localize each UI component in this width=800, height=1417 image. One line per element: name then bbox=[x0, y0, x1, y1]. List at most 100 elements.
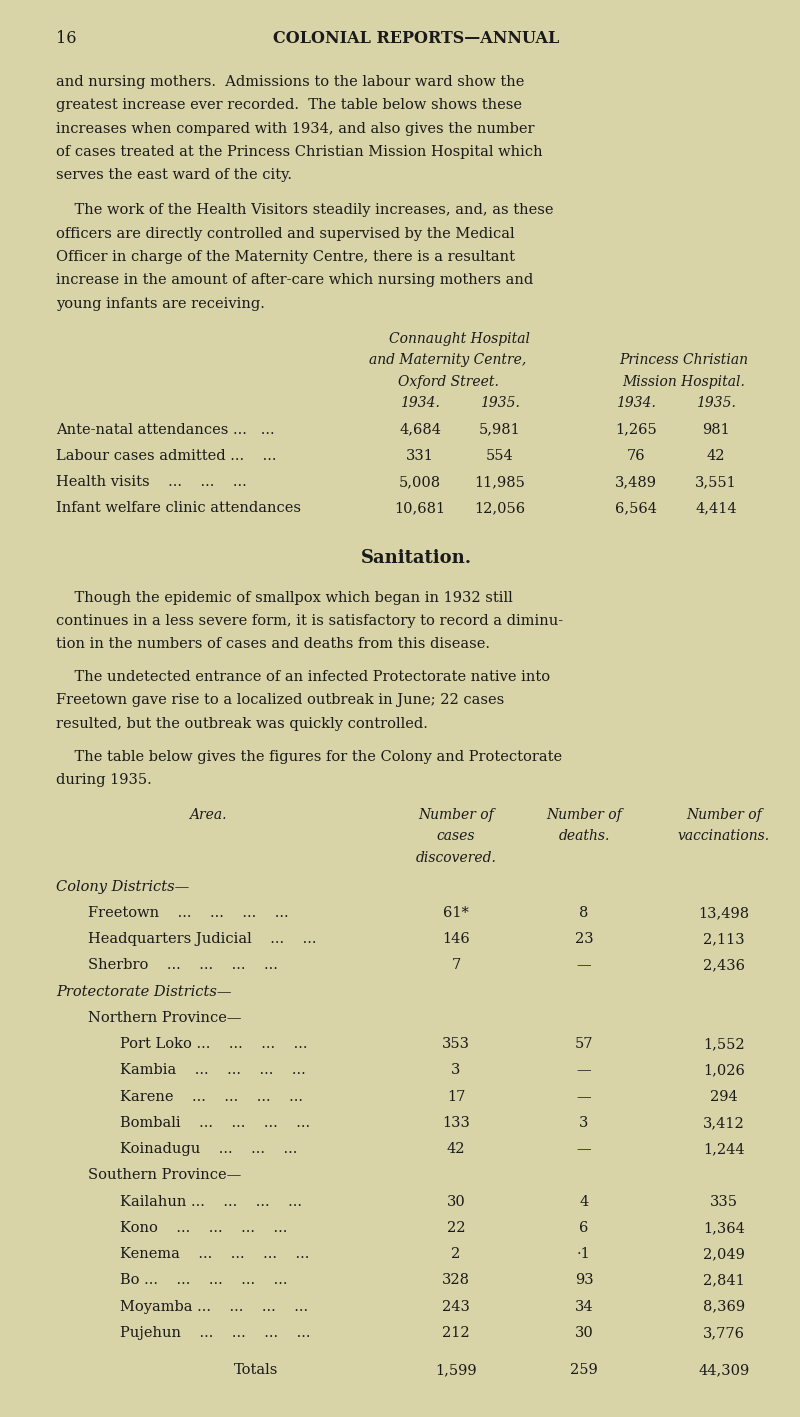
Text: 44,309: 44,309 bbox=[698, 1363, 750, 1377]
Text: 10,681: 10,681 bbox=[394, 502, 446, 516]
Text: 1934.: 1934. bbox=[400, 397, 440, 411]
Text: 6: 6 bbox=[579, 1221, 589, 1236]
Text: increases when compared with 1934, and also gives the number: increases when compared with 1934, and a… bbox=[56, 122, 534, 136]
Text: The undetected entrance of an infected Protectorate native into: The undetected entrance of an infected P… bbox=[56, 670, 550, 684]
Text: 42: 42 bbox=[446, 1142, 466, 1156]
Text: Officer in charge of the Maternity Centre, there is a resultant: Officer in charge of the Maternity Centr… bbox=[56, 249, 515, 264]
Text: 1935.: 1935. bbox=[480, 397, 520, 411]
Text: 3: 3 bbox=[451, 1063, 461, 1077]
Text: Connaught Hospital: Connaught Hospital bbox=[390, 332, 530, 346]
Text: deaths.: deaths. bbox=[558, 829, 610, 843]
Text: Princess Christian: Princess Christian bbox=[619, 353, 749, 367]
Text: 212: 212 bbox=[442, 1326, 470, 1340]
Text: Labour cases admitted ...    ...: Labour cases admitted ... ... bbox=[56, 449, 277, 463]
Text: 2,436: 2,436 bbox=[703, 958, 745, 972]
Text: Kenema    ...    ...    ...    ...: Kenema ... ... ... ... bbox=[120, 1247, 310, 1261]
Text: 30: 30 bbox=[574, 1326, 594, 1340]
Text: 30: 30 bbox=[446, 1195, 466, 1209]
Text: 34: 34 bbox=[574, 1299, 594, 1314]
Text: 2: 2 bbox=[451, 1247, 461, 1261]
Text: Bo ...    ...    ...    ...    ...: Bo ... ... ... ... ... bbox=[120, 1274, 287, 1288]
Text: Kambia    ...    ...    ...    ...: Kambia ... ... ... ... bbox=[120, 1063, 306, 1077]
Text: Sanitation.: Sanitation. bbox=[361, 548, 471, 567]
Text: ·1: ·1 bbox=[577, 1247, 591, 1261]
Text: 1935.: 1935. bbox=[696, 397, 736, 411]
Text: Area.: Area. bbox=[190, 808, 226, 822]
Text: Headquarters Judicial    ...    ...: Headquarters Judicial ... ... bbox=[88, 932, 317, 947]
Text: vaccinations.: vaccinations. bbox=[678, 829, 770, 843]
Text: 17: 17 bbox=[447, 1090, 465, 1104]
Text: 76: 76 bbox=[626, 449, 646, 463]
Text: 2,113: 2,113 bbox=[703, 932, 745, 947]
Text: 3,489: 3,489 bbox=[615, 475, 657, 489]
Text: 3,412: 3,412 bbox=[703, 1117, 745, 1129]
Text: 6,564: 6,564 bbox=[615, 502, 657, 516]
Text: young infants are receiving.: young infants are receiving. bbox=[56, 296, 265, 310]
Text: continues in a less severe form, it is satisfactory to record a diminu­: continues in a less severe form, it is s… bbox=[56, 614, 563, 628]
Text: 13,498: 13,498 bbox=[698, 905, 750, 920]
Text: —: — bbox=[577, 958, 591, 972]
Text: 93: 93 bbox=[574, 1274, 594, 1288]
Text: 554: 554 bbox=[486, 449, 514, 463]
Text: Southern Province—: Southern Province— bbox=[88, 1169, 242, 1182]
Text: Infant welfare clinic attendances: Infant welfare clinic attendances bbox=[56, 502, 301, 516]
Text: 243: 243 bbox=[442, 1299, 470, 1314]
Text: and Maternity Centre,: and Maternity Centre, bbox=[370, 353, 526, 367]
Text: and nursing mothers.  Admissions to the labour ward show the: and nursing mothers. Admissions to the l… bbox=[56, 75, 524, 89]
Text: Moyamba ...    ...    ...    ...: Moyamba ... ... ... ... bbox=[120, 1299, 308, 1314]
Text: 22: 22 bbox=[446, 1221, 466, 1236]
Text: 2,049: 2,049 bbox=[703, 1247, 745, 1261]
Text: discovered.: discovered. bbox=[415, 852, 497, 864]
Text: 4,414: 4,414 bbox=[695, 502, 737, 516]
Text: Port Loko ...    ...    ...    ...: Port Loko ... ... ... ... bbox=[120, 1037, 307, 1051]
Text: COLONIAL REPORTS—ANNUAL: COLONIAL REPORTS—ANNUAL bbox=[273, 30, 559, 47]
Text: Number of: Number of bbox=[686, 808, 762, 822]
Text: 1,244: 1,244 bbox=[703, 1142, 745, 1156]
Text: 5,008: 5,008 bbox=[399, 475, 441, 489]
Text: 1,599: 1,599 bbox=[435, 1363, 477, 1377]
Text: 3: 3 bbox=[579, 1117, 589, 1129]
Text: cases: cases bbox=[437, 829, 475, 843]
Text: 328: 328 bbox=[442, 1274, 470, 1288]
Text: 3,551: 3,551 bbox=[695, 475, 737, 489]
Text: Kono    ...    ...    ...    ...: Kono ... ... ... ... bbox=[120, 1221, 287, 1236]
Text: 8: 8 bbox=[579, 905, 589, 920]
Text: 23: 23 bbox=[574, 932, 594, 947]
Text: Ante-natal attendances ...   ...: Ante-natal attendances ... ... bbox=[56, 422, 274, 436]
Text: 259: 259 bbox=[570, 1363, 598, 1377]
Text: —: — bbox=[577, 1063, 591, 1077]
Text: of cases treated at the Princess Christian Mission Hospital which: of cases treated at the Princess Christi… bbox=[56, 145, 542, 159]
Text: serves the east ward of the city.: serves the east ward of the city. bbox=[56, 169, 292, 183]
Text: increase in the amount of after-care which nursing mothers and: increase in the amount of after-care whi… bbox=[56, 273, 534, 288]
Text: Colony Districts—: Colony Districts— bbox=[56, 880, 190, 894]
Text: The work of the Health Visitors steadily increases, and, as these: The work of the Health Visitors steadily… bbox=[56, 204, 554, 217]
Text: Oxford Street.: Oxford Street. bbox=[398, 374, 498, 388]
Text: 294: 294 bbox=[710, 1090, 738, 1104]
Text: —: — bbox=[577, 1090, 591, 1104]
Text: 1,026: 1,026 bbox=[703, 1063, 745, 1077]
Text: Totals: Totals bbox=[234, 1363, 278, 1377]
Text: Pujehun    ...    ...    ...    ...: Pujehun ... ... ... ... bbox=[120, 1326, 310, 1340]
Text: 1,364: 1,364 bbox=[703, 1221, 745, 1236]
Text: during 1935.: during 1935. bbox=[56, 772, 152, 786]
Text: Kailahun ...    ...    ...    ...: Kailahun ... ... ... ... bbox=[120, 1195, 302, 1209]
Text: 8,369: 8,369 bbox=[703, 1299, 745, 1314]
Text: Though the epidemic of smallpox which began in 1932 still: Though the epidemic of smallpox which be… bbox=[56, 591, 513, 605]
Text: Koinadugu    ...    ...    ...: Koinadugu ... ... ... bbox=[120, 1142, 298, 1156]
Text: 61*: 61* bbox=[443, 905, 469, 920]
Text: Number of: Number of bbox=[418, 808, 494, 822]
Text: 11,985: 11,985 bbox=[474, 475, 526, 489]
Text: Freetown gave rise to a localized outbreak in June; 22 cases: Freetown gave rise to a localized outbre… bbox=[56, 693, 504, 707]
Text: Number of: Number of bbox=[546, 808, 622, 822]
Text: 335: 335 bbox=[710, 1195, 738, 1209]
Text: Sherbro    ...    ...    ...    ...: Sherbro ... ... ... ... bbox=[88, 958, 278, 972]
Text: greatest increase ever recorded.  The table below shows these: greatest increase ever recorded. The tab… bbox=[56, 98, 522, 112]
Text: 1934.: 1934. bbox=[616, 397, 656, 411]
Text: 2,841: 2,841 bbox=[703, 1274, 745, 1288]
Text: 1,265: 1,265 bbox=[615, 422, 657, 436]
Text: 331: 331 bbox=[406, 449, 434, 463]
Text: Freetown    ...    ...    ...    ...: Freetown ... ... ... ... bbox=[88, 905, 289, 920]
Text: Karene    ...    ...    ...    ...: Karene ... ... ... ... bbox=[120, 1090, 303, 1104]
Text: Bombali    ...    ...    ...    ...: Bombali ... ... ... ... bbox=[120, 1117, 310, 1129]
Text: 7: 7 bbox=[451, 958, 461, 972]
